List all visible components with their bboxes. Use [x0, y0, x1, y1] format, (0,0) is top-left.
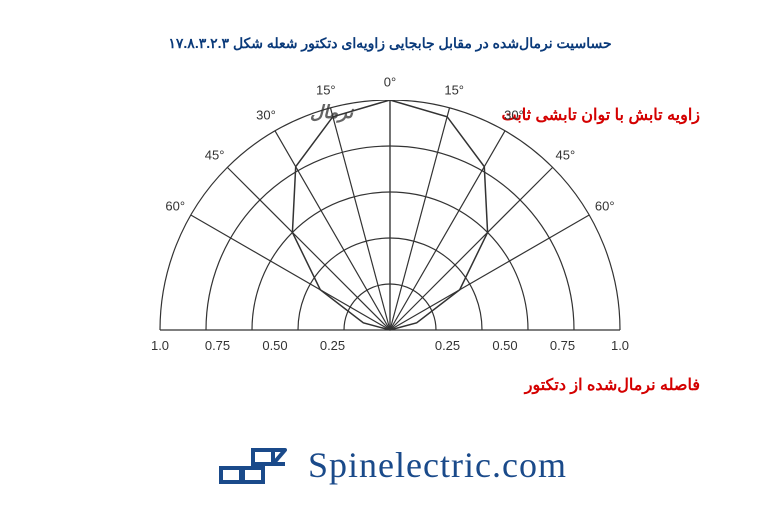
angle-tick-label: 60° — [595, 199, 615, 214]
radial-tick-label: 1.0 — [611, 338, 629, 353]
radial-tick-label: 0.25 — [320, 338, 345, 353]
angle-tick-label: 30° — [504, 108, 524, 123]
angle-tick-label: 45° — [205, 147, 225, 162]
page-title: حساسیت نرمال‌شده در مقابل جابجایی زاویه‌… — [0, 35, 780, 52]
right-bottom-label-text: فاصله نرمال‌شده از دتکتور — [525, 377, 700, 394]
angle-tick-label: 0° — [384, 75, 396, 90]
angle-tick-label: 15° — [444, 83, 464, 98]
angle-tick-label: 15° — [316, 83, 336, 98]
angle-tick-label: 30° — [256, 108, 276, 123]
radial-tick-label: 0.50 — [492, 338, 517, 353]
radial-tick-label: 0.50 — [262, 338, 287, 353]
brand-logo-icon — [213, 440, 293, 490]
polar-chart-svg — [100, 100, 680, 360]
angle-tick-label: 60° — [165, 199, 185, 214]
footer-brand-text: Spinelectric.com — [308, 444, 567, 486]
radial-tick-label: 0.75 — [205, 338, 230, 353]
radial-tick-label: 1.0 — [151, 338, 169, 353]
right-bottom-label: فاصله نرمال‌شده از دتکتور — [525, 375, 700, 395]
angle-tick-label: 45° — [556, 147, 576, 162]
footer: Spinelectric.com — [0, 440, 780, 490]
radial-tick-label: 0.75 — [550, 338, 575, 353]
radial-tick-label: 0.25 — [435, 338, 460, 353]
polar-chart: 0°15°15°30°30°45°45°60°60°0.250.250.500.… — [100, 100, 680, 360]
page-title-text: حساسیت نرمال‌شده در مقابل جابجایی زاویه‌… — [168, 35, 611, 51]
